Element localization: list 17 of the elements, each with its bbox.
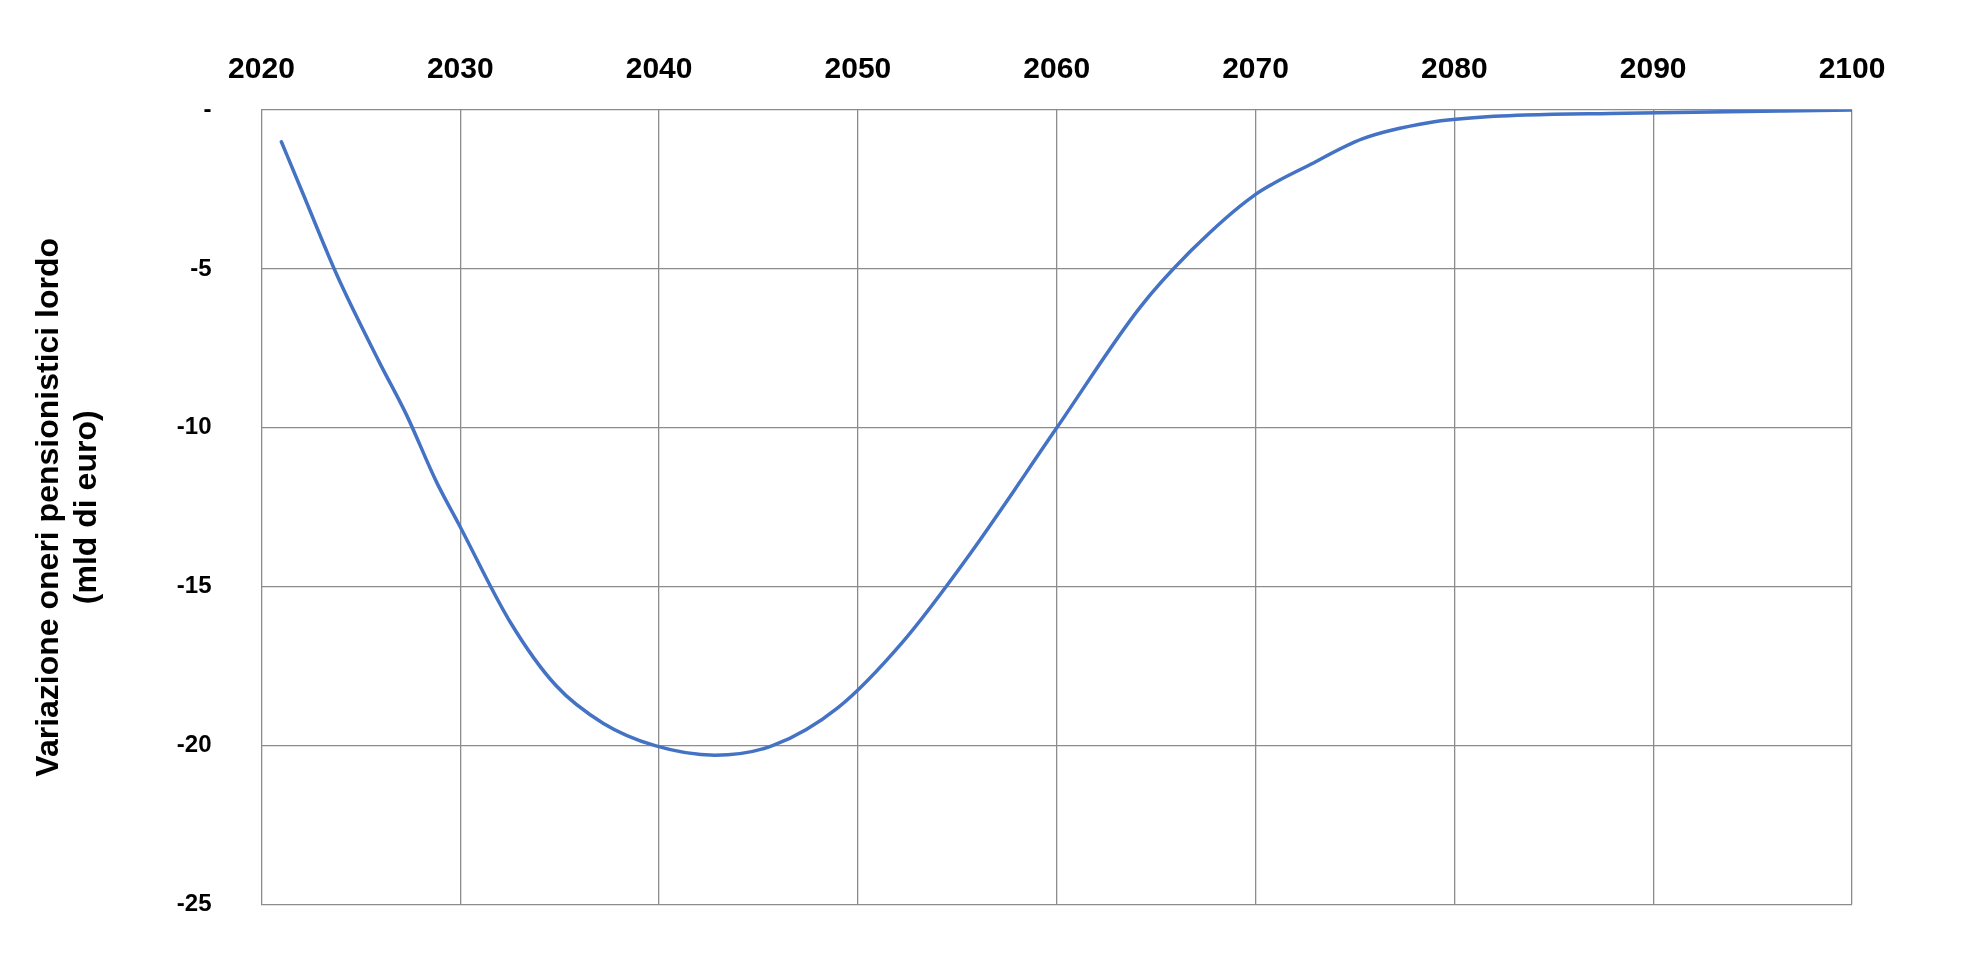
y-tick-label: -15 xyxy=(176,571,212,599)
x-tick-label: 2060 xyxy=(1023,51,1091,85)
y-axis-title: Variazione oneri pensionistici lordo (mld di euro) xyxy=(29,237,104,777)
x-tick-label: 2020 xyxy=(228,51,295,85)
y-tick-label: - xyxy=(203,94,212,122)
y-tick-label: -25 xyxy=(176,889,212,917)
y-tick-label: -10 xyxy=(176,412,212,440)
x-tick-label: 2080 xyxy=(1421,51,1488,85)
x-tick-label: 2040 xyxy=(625,51,693,85)
y-tick-label: -20 xyxy=(176,730,212,758)
x-tick-label: 2090 xyxy=(1619,51,1687,85)
x-tick-label: 2050 xyxy=(824,51,892,85)
y-tick-label: -5 xyxy=(190,253,212,281)
x-tick-label: 2070 xyxy=(1222,51,1289,85)
x-tick-label: 2030 xyxy=(426,51,494,85)
line-series xyxy=(279,110,1852,757)
x-tick-label: 2100 xyxy=(1818,51,1886,85)
